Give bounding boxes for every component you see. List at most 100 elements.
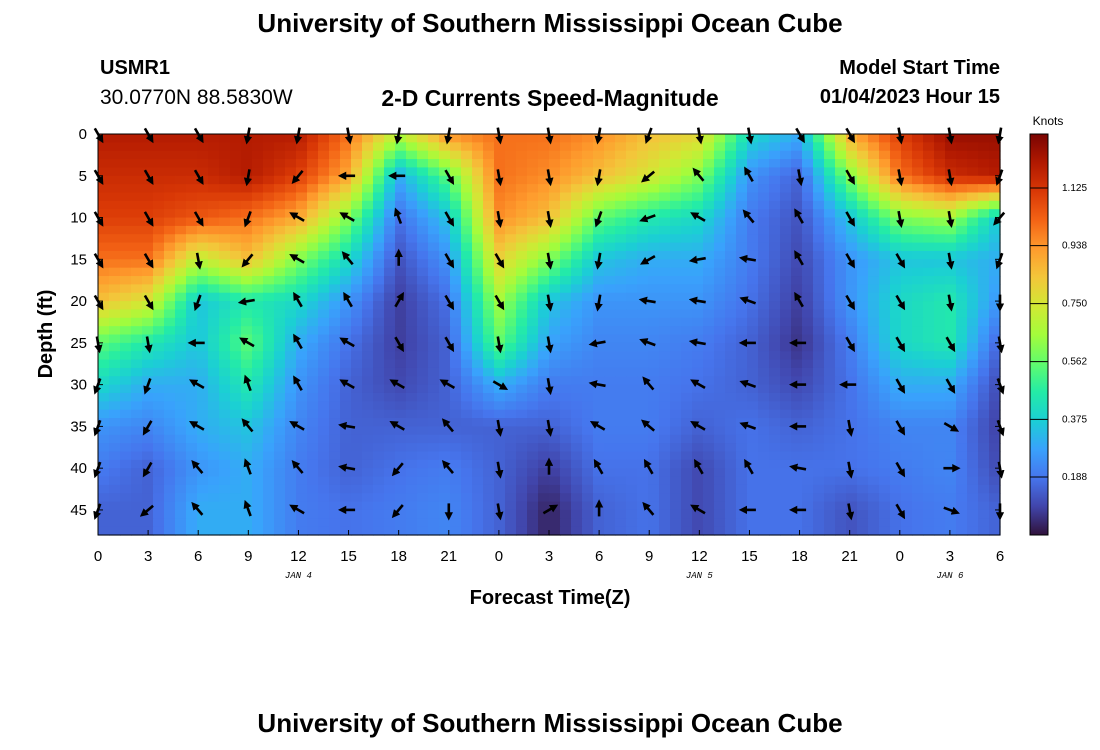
heatmap-cell [736,359,748,369]
heatmap-cell [164,192,176,202]
heatmap-cell [208,250,220,260]
heatmap-cell [472,217,484,227]
current-vector-arrow [588,339,606,348]
heatmap-cell [329,518,341,528]
heatmap-cell [483,334,495,344]
heatmap-cell [747,159,759,169]
heatmap-cell [813,476,825,486]
heatmap-cell [615,142,627,152]
heatmap-cell [659,284,671,294]
heatmap-cell [890,309,902,319]
heatmap-cell [549,301,561,311]
current-vector-arrow [946,294,955,312]
heatmap-cell [813,317,825,327]
heatmap-cell [945,317,957,327]
heatmap-cell [538,276,550,285]
heatmap-cell [384,451,396,461]
heatmap-cell [120,518,132,528]
heatmap-cell [120,359,132,369]
heatmap-cell [351,284,363,294]
heatmap-cell [109,150,121,160]
heatmap-cell [725,342,737,352]
heatmap-cell [494,409,506,419]
heatmap-cell [461,426,473,436]
heatmap-cell [912,434,924,444]
heatmap-cell [747,301,759,311]
heatmap-cell [747,376,759,386]
heatmap-cell [362,484,374,494]
heatmap-cell [813,150,825,160]
heatmap-cell [175,150,187,160]
heatmap-cell [296,392,308,402]
heatmap-cell [131,209,143,219]
heatmap-cell [967,317,979,327]
heatmap-cell [571,242,583,252]
heatmap-cell [274,267,286,277]
heatmap-cell [802,418,814,427]
heatmap-cell [142,209,154,219]
heatmap-cell [527,259,539,269]
heatmap-cell [945,359,957,369]
heatmap-cell [978,317,990,327]
heatmap-cell [615,184,627,194]
heatmap-cell [98,401,110,411]
heatmap-cell [593,451,605,461]
heatmap-cell [934,200,946,210]
heatmap-cell [527,326,539,336]
heatmap-cell [912,376,924,386]
heatmap-cell [98,301,110,311]
heatmap-cell [593,142,605,152]
heatmap-cell [571,484,583,494]
heatmap-cell [384,301,396,311]
heatmap-cell [450,418,462,427]
heatmap-cell [956,175,968,185]
heatmap-cell [769,200,781,210]
heatmap-cell [615,326,627,336]
heatmap-cell [758,418,770,427]
heatmap-cell [956,367,968,377]
heatmap-cell [153,192,165,202]
heatmap-cell [780,267,792,277]
heatmap-cell [879,276,891,285]
heatmap-cell [186,250,198,260]
heatmap-cell [351,217,363,227]
heatmap-cell [648,309,660,319]
heatmap-cell [395,434,407,444]
heatmap-cell [802,342,814,352]
heatmap-cell [417,292,429,302]
heatmap-cell [307,518,319,528]
heatmap-cell [120,167,132,177]
heatmap-cell [285,234,297,244]
heatmap-cell [318,418,330,427]
heatmap-cell [527,418,539,427]
heatmap-cell [340,142,352,152]
heatmap-cell [714,200,726,210]
heatmap-cell [989,426,1001,436]
heatmap-cell [505,234,517,244]
heatmap-cell [329,217,341,227]
x-tick-label: 6 [996,548,1004,565]
heatmap-cell [483,443,495,453]
heatmap-cell [527,392,539,402]
heatmap-cell [406,468,418,478]
heatmap-cell [406,301,418,311]
heatmap-cell [912,175,924,185]
current-vector-arrow [139,504,154,517]
heatmap-cell [307,384,319,394]
heatmap-cell [967,342,979,352]
heatmap-cell [274,426,286,436]
heatmap-cell [890,384,902,394]
heatmap-cell [736,426,748,436]
heatmap-cell [241,284,253,294]
heatmap-cell [516,142,528,152]
heatmap-cell [395,175,407,185]
y-tick-label: 40 [70,460,87,477]
heatmap-cell [175,309,187,319]
heatmap-cell [329,175,341,185]
heatmap-cell [857,326,869,336]
heatmap-cell [230,351,242,361]
heatmap-cell [219,342,231,352]
heatmap-cell [461,526,473,536]
heatmap-cell [472,443,484,453]
heatmap-cell [274,443,286,453]
